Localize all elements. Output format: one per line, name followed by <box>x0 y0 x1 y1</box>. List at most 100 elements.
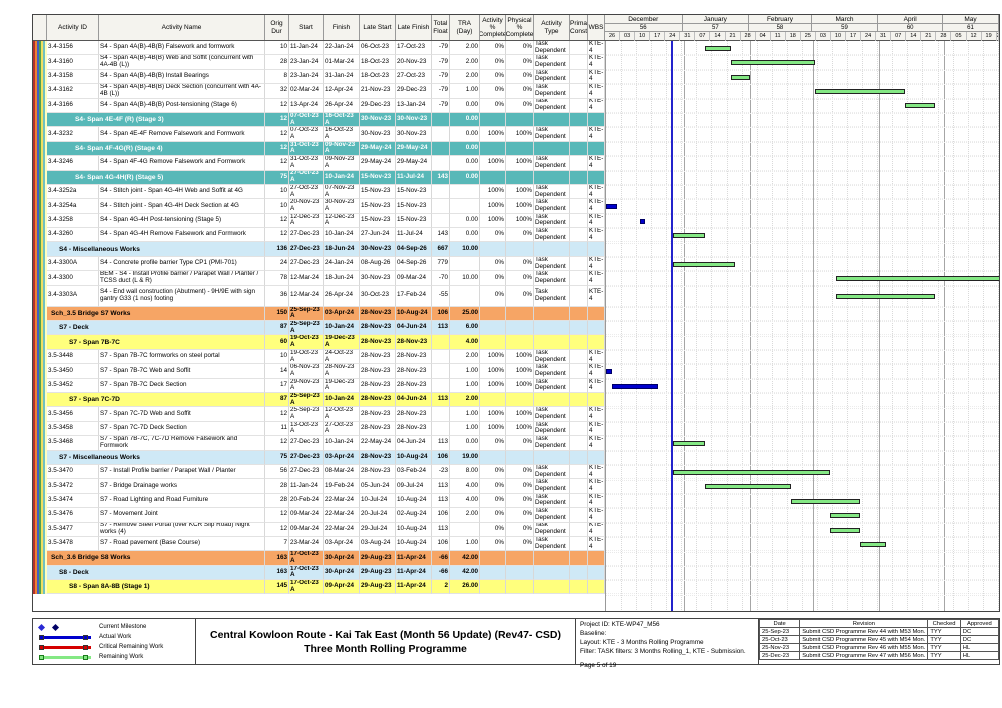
wbs-stripe <box>35 551 37 566</box>
band-name: S8 - Deck <box>47 565 265 581</box>
wbs-stripe <box>41 84 43 99</box>
cell-activity-type: Task Dependent <box>534 256 570 272</box>
wbs-stripe <box>41 364 43 379</box>
gantt-row-space <box>605 242 999 257</box>
band-activity-type <box>534 565 570 581</box>
group-band-row: S8 - Deck 163 17-Oct-23 A 30-Apr-24 29-Aug-2… <box>33 565 999 581</box>
cell-orig-dur: 12 <box>265 522 289 537</box>
wbs-stripe <box>41 242 43 257</box>
wbs-level-stripes <box>33 112 47 128</box>
band-orig-dur: 87 <box>265 392 289 408</box>
wbs-stripe <box>43 285 45 307</box>
band-tra: 42.00 <box>450 565 480 581</box>
band-start: 17-Oct-23 A <box>289 580 324 595</box>
cell-activity-pct: 0% <box>480 84 506 99</box>
cell-wbs: KTE-4 <box>588 349 605 365</box>
cell-activity-id: 3.4-3246 <box>47 156 99 171</box>
band-start: 19-Oct-23 A <box>289 335 324 350</box>
wbs-stripe <box>37 228 39 243</box>
revision-cell: 25-Dec-23 <box>758 651 801 660</box>
cell-activity-name: S7 - Span 7B-7C Deck Section <box>99 378 265 393</box>
wbs-stripe <box>37 407 39 422</box>
band-name: S4 - Miscellaneous Works <box>47 242 265 257</box>
gantt-row-space <box>605 379 999 393</box>
gantt-row-space <box>605 171 999 185</box>
cell-activity-id: 3.5-3476 <box>47 508 99 523</box>
band-late-start: 29-Aug-23 <box>360 551 396 566</box>
cell-activity-type: Task Dependent <box>534 407 570 422</box>
timeline-week-label: 24 <box>665 32 681 41</box>
cell-physical-pct: 0% <box>506 479 534 494</box>
legend-actual-icon <box>37 633 93 642</box>
cell-total-float <box>432 156 450 171</box>
band-wbs <box>588 450 605 465</box>
legend-bar-end-icon <box>39 654 44 660</box>
legend-bar-end-icon <box>39 634 44 640</box>
gantt-row-space <box>605 271 999 286</box>
cell-activity-type: Task Dependent <box>534 156 570 171</box>
wbs-stripe <box>39 98 41 113</box>
wbs-level-stripes <box>33 285 47 307</box>
cell-activity-pct: 100% <box>480 421 506 437</box>
cell-late-finish: 27-Oct-23 <box>396 69 432 85</box>
cell-late-start: 15-Nov-23 <box>360 184 396 200</box>
column-header-wbs: WBS <box>588 15 605 40</box>
cell-late-finish: 15-Nov-23 <box>396 184 432 200</box>
wbs-stripe <box>45 493 47 509</box>
cell-start: 31-Oct-23 A <box>289 156 324 171</box>
wbs-stripe <box>45 364 47 379</box>
wbs-stripe <box>37 112 39 128</box>
band-late-finish: 11-Apr-24 <box>396 551 432 566</box>
cell-activity-type: Task Dependent <box>534 213 570 229</box>
wbs-level-stripes <box>33 156 47 171</box>
title-block: Central Kowloon Route - Kai Tak East (Mo… <box>196 619 576 664</box>
group-band-row: Sch_3.5 Bridge S7 Works 150 25-Sep-23 A 03-… <box>33 306 999 322</box>
cell-activity-type: Task Dependent <box>534 493 570 509</box>
cell-late-finish: 10-Aug-24 <box>396 536 432 552</box>
cell-tra <box>450 199 480 214</box>
cell-total-float <box>432 378 450 393</box>
wbs-level-stripes <box>33 127 47 142</box>
band-name: S7 - Span 7C-7D <box>47 392 265 408</box>
cell-prima-const <box>570 436 588 451</box>
cell-tra: 4.00 <box>450 493 480 509</box>
cell-total-float: 143 <box>432 228 450 243</box>
band-orig-dur: 163 <box>265 565 289 581</box>
cell-physical-pct: 100% <box>506 421 534 437</box>
band-wbs <box>588 335 605 350</box>
cell-late-start: 05-Jun-24 <box>360 479 396 494</box>
wbs-stripe <box>39 349 41 365</box>
cell-activity-name: S4 - Span 4A(B)-4B(B) Falsework and form… <box>99 41 265 56</box>
band-activity-type <box>534 170 570 185</box>
cell-activity-id: 3.4-3162 <box>47 84 99 99</box>
project-info-line: Layout: KTE - 3 Months Rolling Programme <box>580 638 704 646</box>
cell-late-start: 28-Nov-23 <box>360 364 396 379</box>
table-row: 3.5-3472 S7 - Bridge Drainage works 28 11-J… <box>33 479 999 494</box>
cell-activity-name: S4 - End wall construction (Abutment) - … <box>99 285 265 307</box>
timeline-week-label: 25 <box>801 32 816 41</box>
wbs-level-stripes <box>33 580 47 595</box>
cell-activity-type: Task Dependent <box>534 184 570 200</box>
cell-activity-id: 3.5-3456 <box>47 407 99 422</box>
band-name: S4- Span 4F-4G(R) (Stage 4) <box>47 141 265 157</box>
cell-wbs: KTE-4 <box>588 98 605 113</box>
band-activity-type <box>534 580 570 595</box>
cell-activity-name: S7 - Install Profile barrier / Parapet W… <box>99 464 265 480</box>
cell-total-float: -79 <box>432 55 450 70</box>
wbs-stripe <box>39 493 41 509</box>
cell-wbs: KTE-4 <box>588 522 605 537</box>
cell-late-finish: 04-Jun-24 <box>396 436 432 451</box>
band-orig-dur: 87 <box>265 321 289 336</box>
cell-finish: 24-Oct-23 A <box>324 349 360 365</box>
table-header-row: Activity ID Activity Name Orig Dur Start Fin… <box>33 15 999 41</box>
cell-prima-const <box>570 522 588 537</box>
cell-activity-name: S4 - Span 4G-4H Remove Falsework and For… <box>99 228 265 243</box>
band-physical-pct <box>506 170 534 185</box>
cell-tra: 1.00 <box>450 421 480 437</box>
timeline-week-label: 28 <box>741 32 756 41</box>
band-prima-const <box>570 565 588 581</box>
project-info-line: Baseline: <box>580 629 607 637</box>
cell-late-start: 06-Oct-23 <box>360 41 396 56</box>
band-tra: 0.00 <box>450 141 480 157</box>
cell-finish: 16-Oct-23 A <box>324 127 360 142</box>
